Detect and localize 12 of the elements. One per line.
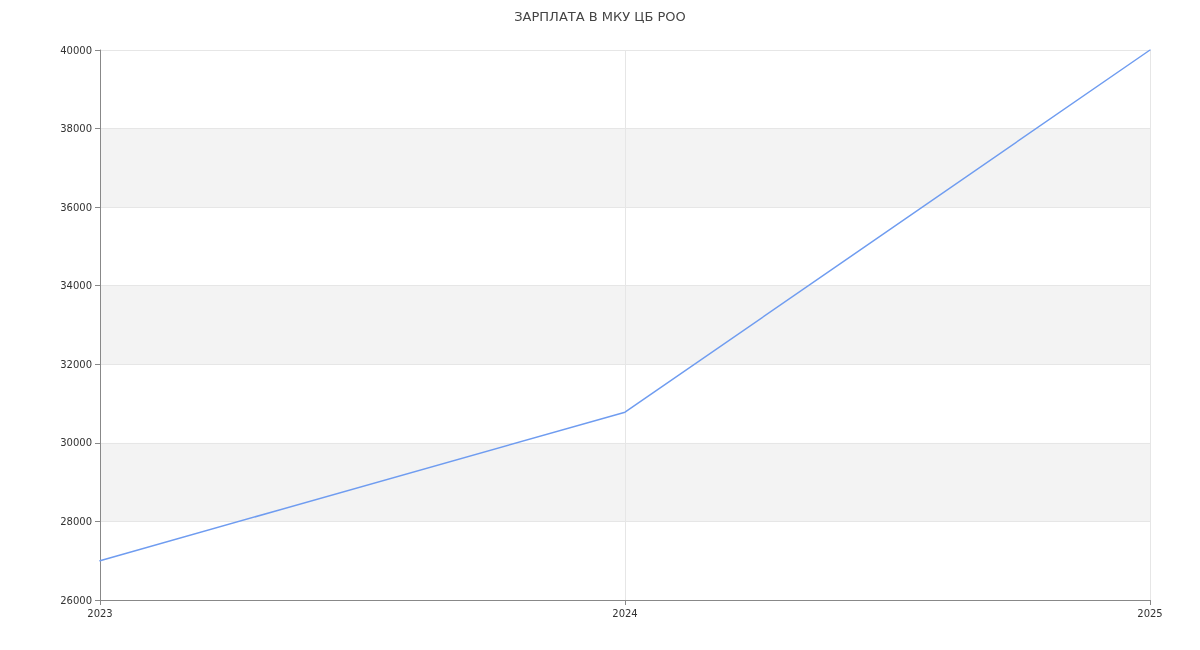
y-tick-label: 28000: [60, 515, 92, 527]
x-tick-label: 2025: [1137, 607, 1163, 619]
x-tick-label: 2024: [612, 607, 638, 619]
y-tick-label: 38000: [60, 123, 92, 135]
x-tick-label: 2023: [87, 607, 113, 619]
y-tick-label: 36000: [60, 201, 92, 213]
y-tick-label: 34000: [60, 280, 92, 292]
y-tick-label: 40000: [60, 44, 92, 56]
y-tick-label: 26000: [60, 594, 92, 606]
y-tick-label: 30000: [60, 437, 92, 449]
y-tick-label: 32000: [60, 358, 92, 370]
chart-title: ЗАРПЛАТА В МКУ ЦБ РОО: [514, 9, 686, 24]
